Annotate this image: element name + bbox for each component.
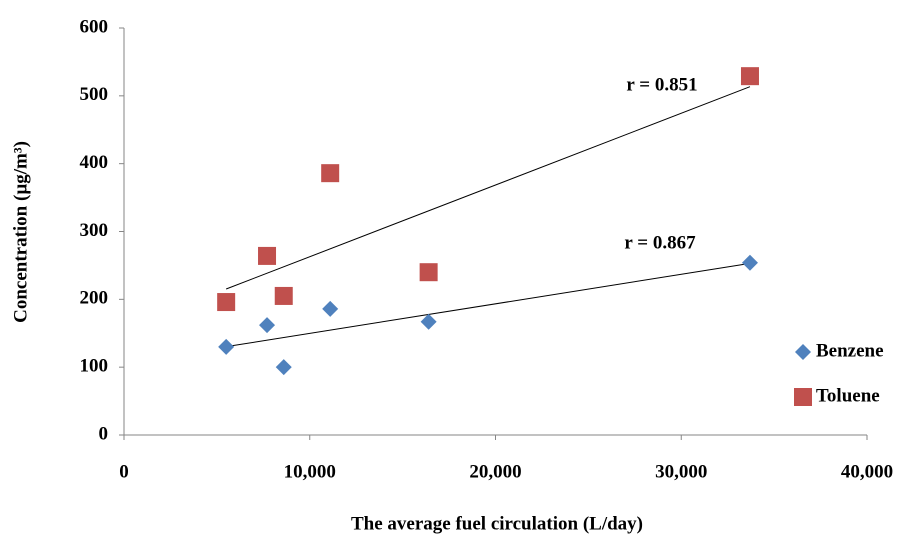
y-tick-label: 100 — [80, 356, 109, 377]
y-tick-label: 500 — [80, 84, 109, 105]
y-tick-label: 300 — [80, 220, 109, 241]
x-tick-label: 20,000 — [469, 461, 521, 482]
x-axis-label: The average fuel circulation (L/day) — [351, 513, 643, 534]
point — [322, 300, 339, 317]
point — [217, 293, 236, 312]
y-tick-label: 600 — [80, 16, 109, 37]
point — [420, 313, 437, 330]
point — [740, 67, 759, 86]
point — [741, 254, 758, 271]
point — [321, 164, 340, 183]
annotation: r = 0.851 — [626, 74, 697, 95]
y-axis-label: Concentration (µg/m³) — [10, 141, 31, 323]
legend-marker — [795, 344, 811, 360]
point — [419, 263, 438, 282]
legend-marker — [794, 388, 812, 406]
point — [259, 317, 276, 334]
trendline — [226, 262, 751, 348]
legend-label: Toluene — [816, 385, 880, 406]
y-tick-label: 0 — [99, 423, 109, 444]
y-tick-label: 400 — [80, 152, 109, 173]
y-tick-label: 200 — [80, 288, 109, 309]
x-tick-label: 10,000 — [284, 461, 336, 482]
annotation: r = 0.867 — [624, 232, 696, 253]
x-tick-label: 30,000 — [655, 461, 707, 482]
point — [275, 359, 292, 376]
x-tick-label: 40,000 — [841, 461, 893, 482]
point — [274, 286, 293, 305]
x-tick-label: 0 — [119, 461, 129, 482]
point — [258, 246, 277, 265]
legend-label: Benzene — [816, 340, 884, 361]
trendline — [225, 86, 751, 290]
point — [218, 338, 235, 355]
